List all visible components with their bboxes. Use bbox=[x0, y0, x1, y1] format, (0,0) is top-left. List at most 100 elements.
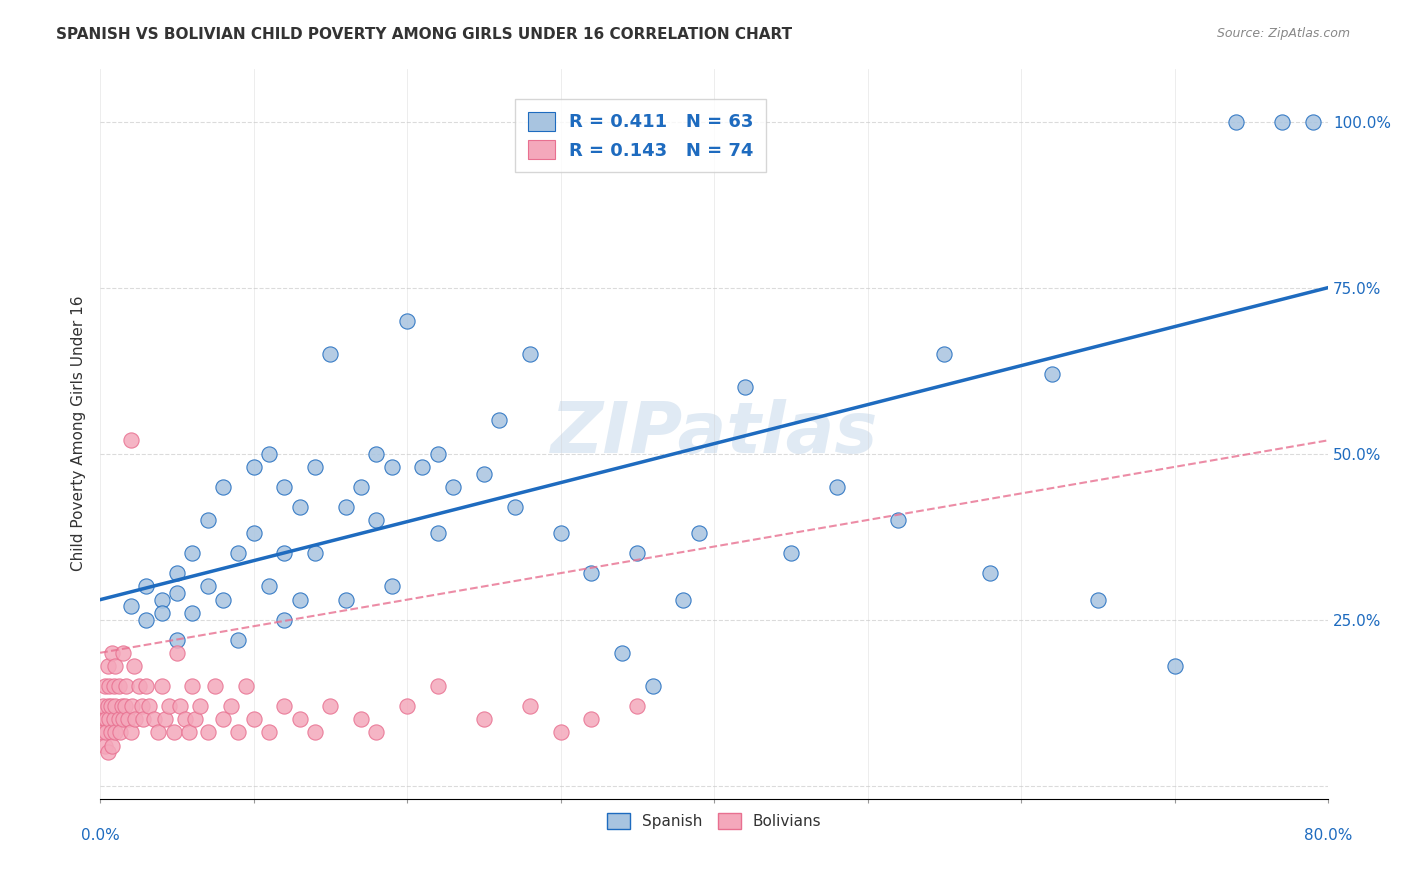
Point bbox=[181, 546, 204, 560]
Point bbox=[441, 480, 464, 494]
Point bbox=[96, 712, 118, 726]
Point bbox=[153, 712, 176, 726]
Point bbox=[98, 712, 121, 726]
Point bbox=[184, 712, 207, 726]
Point bbox=[519, 347, 541, 361]
Point bbox=[157, 698, 180, 713]
Point bbox=[104, 659, 127, 673]
Point bbox=[273, 546, 295, 560]
Point bbox=[108, 725, 131, 739]
Point bbox=[91, 698, 114, 713]
Point bbox=[150, 679, 173, 693]
Point bbox=[91, 725, 114, 739]
Point bbox=[1225, 114, 1247, 128]
Point bbox=[128, 679, 150, 693]
Point bbox=[163, 725, 186, 739]
Point bbox=[219, 698, 242, 713]
Point bbox=[350, 712, 373, 726]
Point bbox=[103, 679, 125, 693]
Point bbox=[472, 712, 495, 726]
Point bbox=[887, 513, 910, 527]
Point bbox=[107, 679, 129, 693]
Point bbox=[166, 646, 188, 660]
Point bbox=[104, 725, 127, 739]
Point bbox=[197, 513, 219, 527]
Point bbox=[335, 500, 357, 514]
Point bbox=[93, 739, 115, 753]
Point bbox=[98, 679, 121, 693]
Point bbox=[120, 599, 142, 614]
Text: Source: ZipAtlas.com: Source: ZipAtlas.com bbox=[1216, 27, 1350, 40]
Point bbox=[626, 698, 648, 713]
Point bbox=[114, 698, 136, 713]
Point bbox=[366, 447, 388, 461]
Point bbox=[138, 698, 160, 713]
Point bbox=[934, 347, 956, 361]
Point bbox=[319, 698, 342, 713]
Point bbox=[641, 679, 664, 693]
Point bbox=[197, 579, 219, 593]
Point bbox=[115, 679, 138, 693]
Point bbox=[825, 480, 848, 494]
Point bbox=[120, 725, 142, 739]
Point bbox=[181, 606, 204, 620]
Point bbox=[212, 480, 235, 494]
Point bbox=[257, 447, 280, 461]
Point bbox=[107, 712, 129, 726]
Point bbox=[166, 586, 188, 600]
Point bbox=[226, 632, 249, 647]
Point bbox=[350, 480, 373, 494]
Legend: Spanish, Bolivians: Spanish, Bolivians bbox=[600, 807, 828, 835]
Point bbox=[273, 613, 295, 627]
Point bbox=[101, 646, 124, 660]
Point bbox=[112, 646, 135, 660]
Point bbox=[366, 725, 388, 739]
Point bbox=[672, 592, 695, 607]
Point bbox=[121, 698, 143, 713]
Point bbox=[304, 725, 326, 739]
Point bbox=[97, 745, 120, 759]
Point bbox=[488, 413, 510, 427]
Point bbox=[304, 459, 326, 474]
Point bbox=[100, 698, 122, 713]
Point bbox=[197, 725, 219, 739]
Point bbox=[1163, 659, 1185, 673]
Point bbox=[396, 698, 419, 713]
Point bbox=[150, 592, 173, 607]
Point bbox=[135, 679, 157, 693]
Point bbox=[734, 380, 756, 394]
Point bbox=[132, 712, 155, 726]
Point bbox=[100, 725, 122, 739]
Point bbox=[581, 566, 603, 580]
Point bbox=[335, 592, 357, 607]
Point bbox=[131, 698, 153, 713]
Point bbox=[426, 526, 449, 541]
Point bbox=[142, 712, 165, 726]
Point bbox=[396, 314, 419, 328]
Point bbox=[166, 632, 188, 647]
Point bbox=[257, 725, 280, 739]
Point bbox=[148, 725, 170, 739]
Point bbox=[93, 679, 115, 693]
Text: 80.0%: 80.0% bbox=[1303, 828, 1353, 843]
Point bbox=[550, 526, 572, 541]
Point bbox=[1302, 114, 1324, 128]
Point bbox=[257, 579, 280, 593]
Y-axis label: Child Poverty Among Girls Under 16: Child Poverty Among Girls Under 16 bbox=[72, 296, 86, 572]
Text: SPANISH VS BOLIVIAN CHILD POVERTY AMONG GIRLS UNDER 16 CORRELATION CHART: SPANISH VS BOLIVIAN CHILD POVERTY AMONG … bbox=[56, 27, 793, 42]
Point bbox=[688, 526, 710, 541]
Point bbox=[273, 480, 295, 494]
Point bbox=[626, 546, 648, 560]
Point bbox=[104, 698, 127, 713]
Point bbox=[288, 712, 311, 726]
Point bbox=[1271, 114, 1294, 128]
Point bbox=[780, 546, 803, 560]
Point bbox=[97, 698, 120, 713]
Point bbox=[242, 526, 264, 541]
Point bbox=[103, 712, 125, 726]
Point bbox=[212, 592, 235, 607]
Point bbox=[426, 447, 449, 461]
Point bbox=[112, 712, 135, 726]
Point bbox=[979, 566, 1001, 580]
Point bbox=[610, 646, 633, 660]
